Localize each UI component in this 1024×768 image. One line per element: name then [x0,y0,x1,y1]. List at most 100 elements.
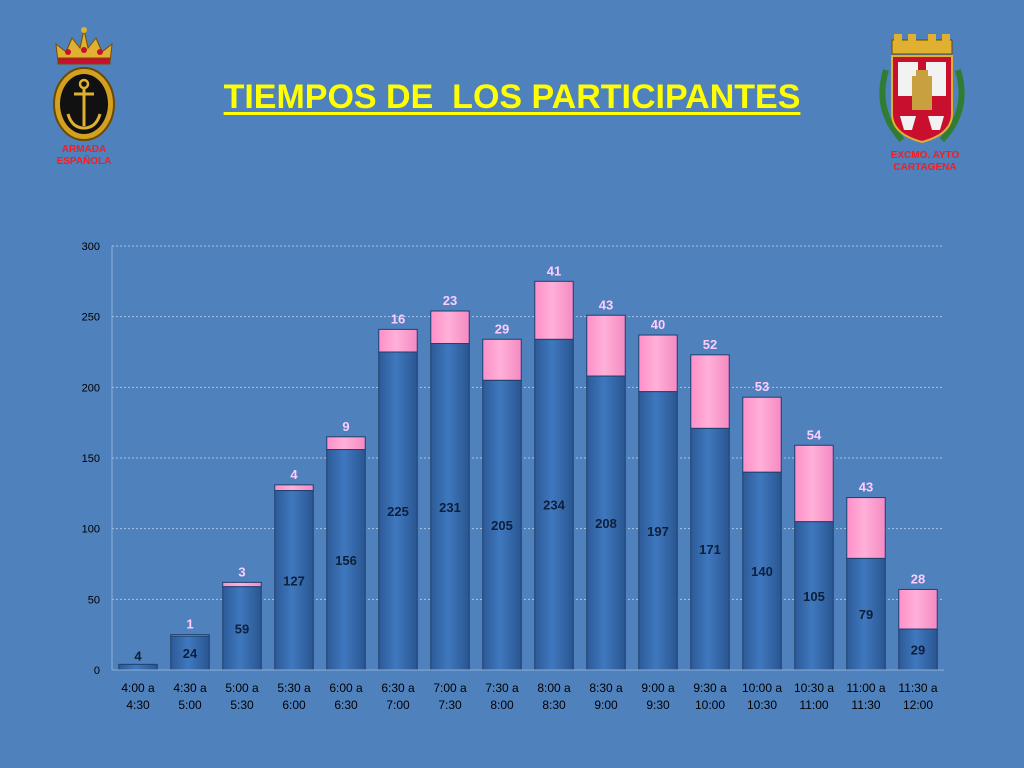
data-label-pink: 53 [755,379,769,394]
data-label-blue: 205 [491,518,513,533]
x-tick-label: 10:00 [695,698,725,712]
bar-segment-pink [534,280,574,340]
data-label-pink: 41 [547,263,561,278]
y-tick-label: 100 [82,524,100,536]
bar-segment-blue [794,521,834,671]
data-label-pink: 16 [391,311,405,326]
x-tick-label: 5:00 a [225,681,259,695]
x-tick-label: 12:00 [903,698,933,712]
bar-segment-pink [430,310,470,345]
x-tick-label: 9:00 a [641,681,675,695]
data-label-pink: 29 [495,321,509,336]
bar-segment-blue [430,343,470,671]
x-tick-label: 10:30 [747,698,777,712]
y-tick-label: 200 [82,382,100,394]
x-tick-label: 7:00 a [433,681,467,695]
x-tick-label: 6:30 [334,698,358,712]
y-tick-label: 250 [82,312,100,324]
x-tick-label: 7:30 a [485,681,519,695]
x-tick-label: 5:30 a [277,681,311,695]
x-tick-label: 9:00 [594,698,618,712]
x-tick-label: 11:00 [799,698,828,712]
bar-segment-pink [482,338,522,381]
bar-segment-blue [534,338,574,671]
cartagena-caption: EXCMO. AYTO CARTAGENA [890,150,960,173]
data-label-blue: 4 [134,648,142,663]
bar-segment-blue [846,557,886,671]
data-label-blue: 171 [699,542,721,557]
y-tick-label: 150 [82,453,100,465]
y-tick-label: 0 [94,665,100,677]
bar-segment-blue [118,663,158,671]
data-label-blue: 59 [235,621,249,636]
data-label-blue: 156 [335,553,357,568]
data-label-blue: 208 [595,516,617,531]
data-label-pink: 54 [807,427,822,442]
data-label-blue: 234 [543,498,565,513]
data-label-blue: 231 [439,500,461,515]
bar-segment-blue [170,635,210,671]
data-label-blue: 29 [911,643,925,658]
bar-segment-blue [690,427,730,671]
data-label-pink: 1 [186,617,193,632]
data-label-pink: 4 [290,467,298,482]
data-label-blue: 140 [751,564,773,579]
bar-segment-blue [378,351,418,671]
data-label-blue: 127 [283,573,305,588]
x-tick-label: 4:30 a [173,681,207,695]
x-tick-label: 8:30 [542,698,566,712]
x-tick-label: 8:00 [490,698,514,712]
y-tick-label: 50 [88,594,100,606]
data-label-pink: 52 [703,337,717,352]
data-label-blue: 225 [387,504,409,519]
bar-segment-pink [586,314,626,377]
data-label-pink: 23 [443,293,457,308]
page-title: TIEMPOS DE LOS PARTICIPANTES [223,78,801,116]
armada-caption: ARMADA ESPAÑOLA [56,144,112,167]
bar-segment-blue [222,586,262,671]
data-label-pink: 43 [859,480,873,495]
data-label-blue: 79 [859,607,873,622]
armada-espanola-logo [53,27,115,141]
x-tick-label: 8:00 a [537,681,571,695]
x-tick-label: 6:30 a [381,681,415,695]
x-tick-label: 7:30 [438,698,462,712]
data-label-blue: 197 [647,524,669,539]
bar-segment-blue [586,375,626,671]
x-tick-label: 9:30 [646,698,670,712]
bar-segment-pink [846,497,886,559]
bar-segment-pink [742,396,782,473]
bar-segment-pink [690,354,730,429]
x-tick-label: 10:00 a [742,681,782,695]
data-label-pink: 40 [651,317,665,332]
bar-segment-pink [638,334,678,393]
x-tick-label: 6:00 [282,698,306,712]
bar-segment-pink [326,436,366,451]
data-label-pink: 3 [238,564,245,579]
x-tick-label: 11:30 a [898,681,937,695]
x-tick-label: 11:00 a [846,681,885,695]
bar-segment-pink [898,588,938,630]
x-tick-label: 8:30 a [589,681,623,695]
x-tick-label: 11:30 [851,698,880,712]
x-tick-label: 7:00 [386,698,410,712]
bar-segment-pink [378,328,418,353]
data-label-pink: 9 [342,419,349,434]
bar-segment-blue [742,471,782,671]
cartagena-coat-of-arms-logo [879,34,965,144]
data-label-pink: 28 [911,571,925,586]
data-label-pink: 43 [599,297,613,312]
y-tick-label: 300 [82,241,100,253]
bar-segment-pink [274,484,314,492]
bar-segment-blue [274,490,314,671]
x-tick-label: 5:30 [230,698,254,712]
data-label-blue: 24 [183,646,198,661]
x-tick-label: 10:30 a [794,681,834,695]
data-label-blue: 105 [803,589,825,604]
bar-segment-pink [222,581,262,588]
bar-segment-pink [794,444,834,523]
x-tick-label: 4:00 a [121,681,155,695]
bar-segment-pink [170,634,210,637]
x-tick-label: 6:00 a [329,681,363,695]
